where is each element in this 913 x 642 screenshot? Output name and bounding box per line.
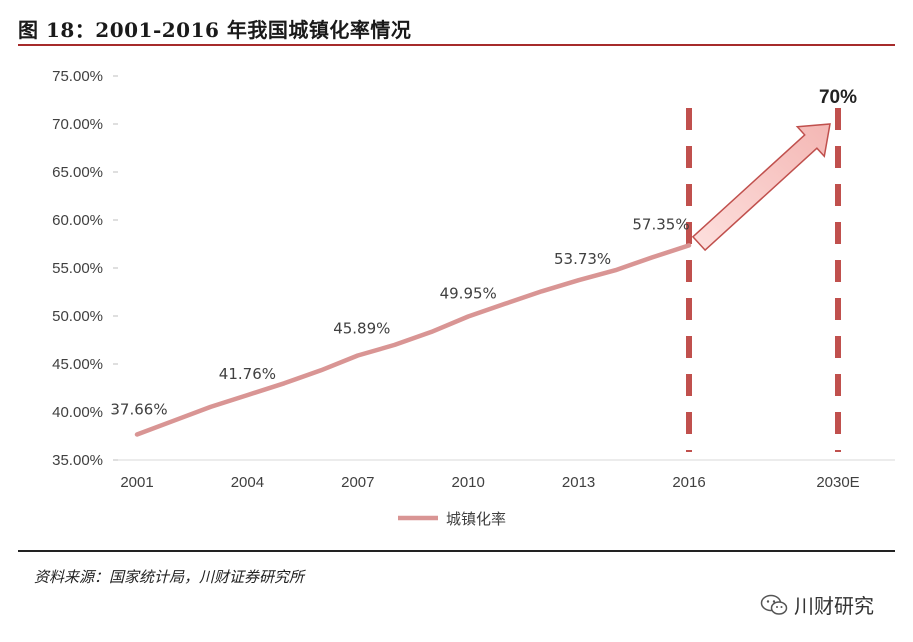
data-label: 53.73% bbox=[554, 250, 611, 268]
y-tick-label: 50.00% bbox=[52, 308, 103, 325]
legend-label: 城镇化率 bbox=[446, 510, 506, 528]
chart-title: 图 18：2001-2016 年我国城镇化率情况 bbox=[18, 18, 412, 42]
data-label: 49.95% bbox=[440, 284, 497, 302]
y-tick-label: 35.00% bbox=[52, 452, 103, 469]
data-label: 45.89% bbox=[333, 319, 390, 337]
chart-labels: 37.66% 41.76% 45.89% 49.95% 53.73% 57.35% 70% bbox=[110, 87, 857, 418]
x-tick-label: 2004 bbox=[231, 474, 264, 491]
watermark: 川财研究 bbox=[760, 590, 874, 619]
footer-rule bbox=[18, 550, 895, 552]
projection-label: 70% bbox=[819, 87, 857, 108]
y-tick-label: 45.00% bbox=[52, 356, 103, 373]
x-tick-label: 2016 bbox=[672, 474, 705, 491]
chart: 35.00% 40.00% 45.00% 50.00% 55.00% 60.00% 65.0… bbox=[52, 68, 895, 528]
x-tick-label: 2030E bbox=[816, 474, 859, 491]
y-tick-label: 65.00% bbox=[52, 164, 103, 181]
y-tick-label: 70.00% bbox=[52, 116, 103, 133]
y-tick-label: 55.00% bbox=[52, 260, 103, 277]
x-tick-label: 2013 bbox=[562, 474, 595, 491]
wechat-icon bbox=[760, 594, 788, 615]
x-tick-label: 2010 bbox=[452, 474, 485, 491]
source-note: 资料来源：国家统计局，川财证券研究所 bbox=[34, 568, 305, 586]
data-label: 41.76% bbox=[219, 365, 276, 383]
x-tick-label: 2001 bbox=[120, 474, 153, 491]
y-tick-label: 40.00% bbox=[52, 404, 103, 421]
y-tick-label: 60.00% bbox=[52, 212, 103, 229]
title-bar: 图 18：2001-2016 年我国城镇化率情况 bbox=[18, 12, 895, 46]
x-tick-label: 2007 bbox=[341, 474, 374, 491]
legend: 城镇化率 bbox=[398, 510, 506, 528]
y-tick-label: 75.00% bbox=[52, 68, 103, 85]
chart-marks bbox=[134, 108, 841, 452]
axes: 35.00% 40.00% 45.00% 50.00% 55.00% 60.00% 65.0… bbox=[52, 68, 895, 491]
series-line bbox=[134, 243, 692, 437]
projection-arrow bbox=[691, 123, 831, 252]
data-label: 37.66% bbox=[110, 400, 167, 418]
data-label: 57.35% bbox=[632, 215, 689, 233]
watermark-text: 川财研究 bbox=[794, 594, 874, 618]
